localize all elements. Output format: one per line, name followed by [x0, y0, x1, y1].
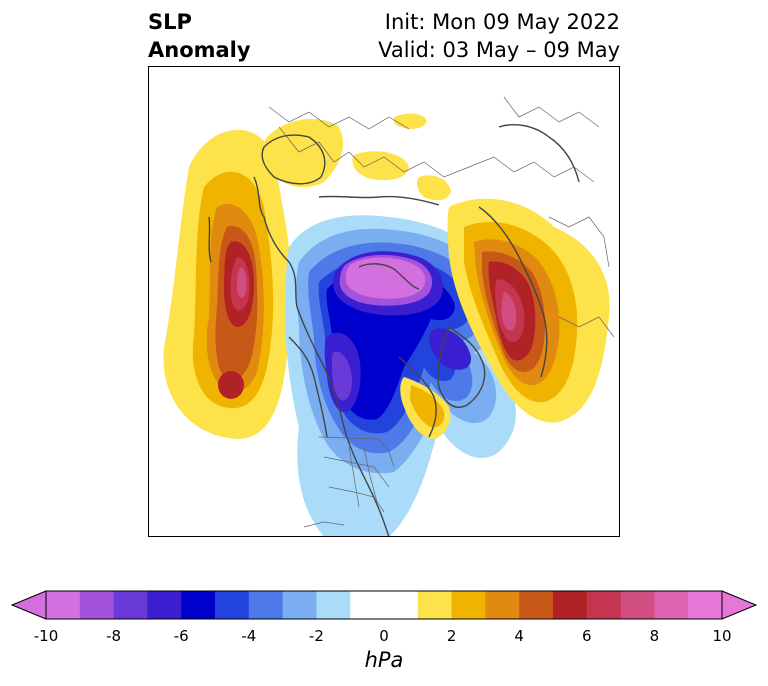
map-panel	[148, 66, 620, 537]
colorbar-segment	[248, 591, 284, 619]
colorbar-segment	[654, 591, 689, 619]
title-line-2: Anomaly	[148, 38, 251, 62]
colorbar-tick-label: -4	[241, 627, 257, 645]
colorbar-tick-label: 10	[712, 627, 732, 645]
colorbar-segment	[688, 591, 723, 619]
colorbar-outline	[45, 590, 723, 620]
colorbar-segment	[519, 591, 554, 619]
negative-anomaly-arctic	[284, 215, 517, 536]
map-title: SLP Anomaly	[148, 8, 251, 64]
colorbar-right-arrow-outline	[721, 590, 758, 620]
colorbar-segment	[46, 591, 81, 619]
colorbar-left-arrow	[12, 591, 46, 619]
colorbar-tick-label: -6	[173, 627, 189, 645]
colorbar-segment	[553, 591, 588, 619]
colorbar-segment	[586, 591, 622, 619]
colorbar-left-arrow-outline	[10, 590, 47, 620]
colorbar-tick-label: 0	[379, 627, 389, 645]
map-dates: Init: Mon 09 May 2022 Valid: 03 May – 09…	[378, 8, 620, 64]
colorbar-right-arrow	[722, 591, 756, 619]
valid-range: Valid: 03 May – 09 May	[378, 38, 620, 62]
colorbar-units: hPa	[364, 648, 404, 672]
colorbar-segment	[316, 591, 351, 619]
colorbar-segment	[350, 591, 385, 619]
init-date: Init: Mon 09 May 2022	[384, 10, 620, 34]
colorbar-tick-label: -2	[308, 627, 324, 645]
colorbar-segment	[384, 591, 419, 619]
positive-anomaly-greenland	[262, 113, 451, 201]
colorbar-segment	[417, 591, 453, 619]
colorbar-tick-label: 4	[514, 627, 524, 645]
colorbar-segment	[451, 591, 486, 619]
colorbar-tick-label: 2	[446, 627, 457, 645]
colorbar-tick-label: 8	[649, 627, 660, 645]
colorbar-segment	[79, 591, 115, 619]
colorbar-segments	[12, 591, 756, 619]
colorbar-segment	[485, 591, 520, 619]
positive-anomaly-siberia	[400, 198, 610, 439]
title-line-1: SLP	[148, 10, 192, 34]
anomaly-map	[163, 96, 615, 536]
coastlines	[208, 124, 580, 536]
colorbar-segment	[113, 591, 148, 619]
colorbar-segment	[282, 591, 317, 619]
colorbar-segment	[147, 591, 182, 619]
colorbar	[10, 590, 758, 620]
country-borders	[268, 96, 615, 528]
colorbar-tick-label: -10	[33, 627, 59, 645]
colorbar-tick-label: -8	[106, 627, 122, 645]
colorbar-segment	[215, 591, 250, 619]
colorbar-segment	[620, 591, 655, 619]
colorbar-tick-label: 6	[582, 627, 592, 645]
colorbar-segment	[181, 591, 216, 619]
